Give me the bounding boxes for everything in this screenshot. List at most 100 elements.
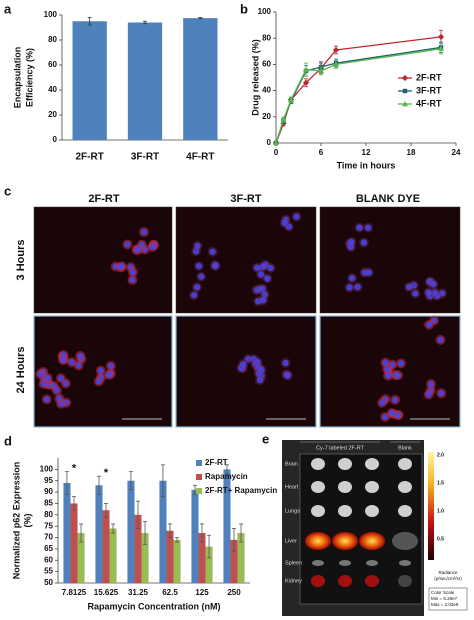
organ xyxy=(366,560,378,566)
nucleus xyxy=(397,360,405,367)
x-tick-label: 24 xyxy=(452,148,461,157)
y-tick-label: 20 xyxy=(262,112,271,121)
nucleus xyxy=(261,291,268,298)
nucleus xyxy=(193,283,201,291)
nucleus xyxy=(212,262,219,269)
organ xyxy=(338,458,352,470)
organ xyxy=(398,458,412,470)
organ xyxy=(359,532,385,550)
x-tick-label: 125 xyxy=(195,588,209,597)
nucleus xyxy=(438,290,446,297)
nucleus xyxy=(438,390,445,397)
organ-label: Heart xyxy=(285,484,299,490)
column-header: 2F-RT xyxy=(88,193,119,205)
bar xyxy=(102,510,110,583)
bar xyxy=(191,489,199,583)
nucleus xyxy=(378,399,386,406)
y-tick-label: 80 xyxy=(48,35,57,44)
nucleus xyxy=(258,366,265,374)
organ xyxy=(312,560,324,566)
nucleus xyxy=(437,336,444,344)
bar xyxy=(141,533,149,583)
bar xyxy=(63,483,71,583)
group-label: Blank xyxy=(398,445,412,451)
bar xyxy=(198,533,206,583)
nucleus xyxy=(264,275,271,282)
y-tick-label: 0 xyxy=(53,135,58,144)
nucleus xyxy=(382,359,389,366)
nucleus xyxy=(239,360,247,368)
nucleus xyxy=(354,283,361,291)
y-axis-label: Efficiency (%) xyxy=(24,48,34,107)
colorbar-tick: 1.0 xyxy=(437,508,444,514)
bar xyxy=(205,546,213,583)
x-tick-label: 0 xyxy=(274,148,279,157)
micrograph xyxy=(175,315,317,428)
x-tick-label: 31.25 xyxy=(128,588,149,597)
organ xyxy=(338,575,352,587)
panel-label: c xyxy=(4,183,11,198)
organ-label: Kidney xyxy=(285,578,302,584)
y-tick-label: 65 xyxy=(44,544,53,553)
marker xyxy=(273,140,279,146)
marker xyxy=(280,116,287,122)
micrographs xyxy=(33,206,461,428)
nucleus xyxy=(391,396,399,404)
organ xyxy=(311,505,325,517)
y-tick-label: 60 xyxy=(262,60,271,69)
nucleus xyxy=(37,370,44,378)
x-tick-label: 4F-RT xyxy=(186,152,214,163)
legend-swatch xyxy=(196,460,202,466)
bar xyxy=(223,469,231,583)
legend-swatch xyxy=(196,474,202,480)
organ xyxy=(365,458,379,470)
nucleus xyxy=(77,352,84,360)
bar xyxy=(70,503,78,583)
bar xyxy=(77,533,85,583)
nucleus xyxy=(44,374,51,382)
nucleus xyxy=(284,372,292,379)
nucleus xyxy=(410,282,418,289)
y-tick-label: 75 xyxy=(44,521,53,530)
marker xyxy=(437,33,445,41)
nucleus xyxy=(244,355,252,363)
x-tick-label: 2F-RT xyxy=(75,152,103,163)
scale-text: Color Scale xyxy=(431,590,455,595)
bar xyxy=(166,530,174,583)
x-tick-label: 15.625 xyxy=(94,588,119,597)
nucleus xyxy=(405,283,413,291)
y-axis-label: Normalized p62 Expression xyxy=(11,462,21,580)
colorbar-label: Radiance xyxy=(438,570,458,575)
marker xyxy=(401,74,409,82)
organ xyxy=(311,458,325,470)
nucleus xyxy=(105,371,113,379)
nucleus xyxy=(57,375,65,382)
nucleus xyxy=(68,359,75,366)
bar xyxy=(127,22,163,140)
y-tick-label: 60 xyxy=(48,60,57,69)
x-tick-label: 7.8125 xyxy=(62,588,87,597)
colorbar-tick: 0.5 xyxy=(437,536,444,542)
organ xyxy=(338,505,352,517)
nucleus xyxy=(253,264,261,272)
nucleus xyxy=(255,297,262,305)
panel-label: d xyxy=(4,433,12,448)
significance-marker: * xyxy=(104,467,109,479)
nucleus xyxy=(394,371,402,379)
bar xyxy=(183,18,218,140)
x-tick-label: 62.5 xyxy=(162,588,178,597)
y-axis-label: Encapsulation xyxy=(12,47,22,109)
organ xyxy=(399,560,411,566)
legend-swatch xyxy=(196,488,202,494)
nucleus xyxy=(360,239,368,246)
marker xyxy=(402,101,408,107)
scale-box xyxy=(428,587,468,611)
organ xyxy=(398,575,412,587)
y-tick-label: 40 xyxy=(262,86,271,95)
organ xyxy=(339,560,351,566)
nucleus xyxy=(195,262,203,270)
nucleus xyxy=(59,356,67,364)
nucleus xyxy=(425,391,432,398)
nucleus xyxy=(282,359,289,367)
